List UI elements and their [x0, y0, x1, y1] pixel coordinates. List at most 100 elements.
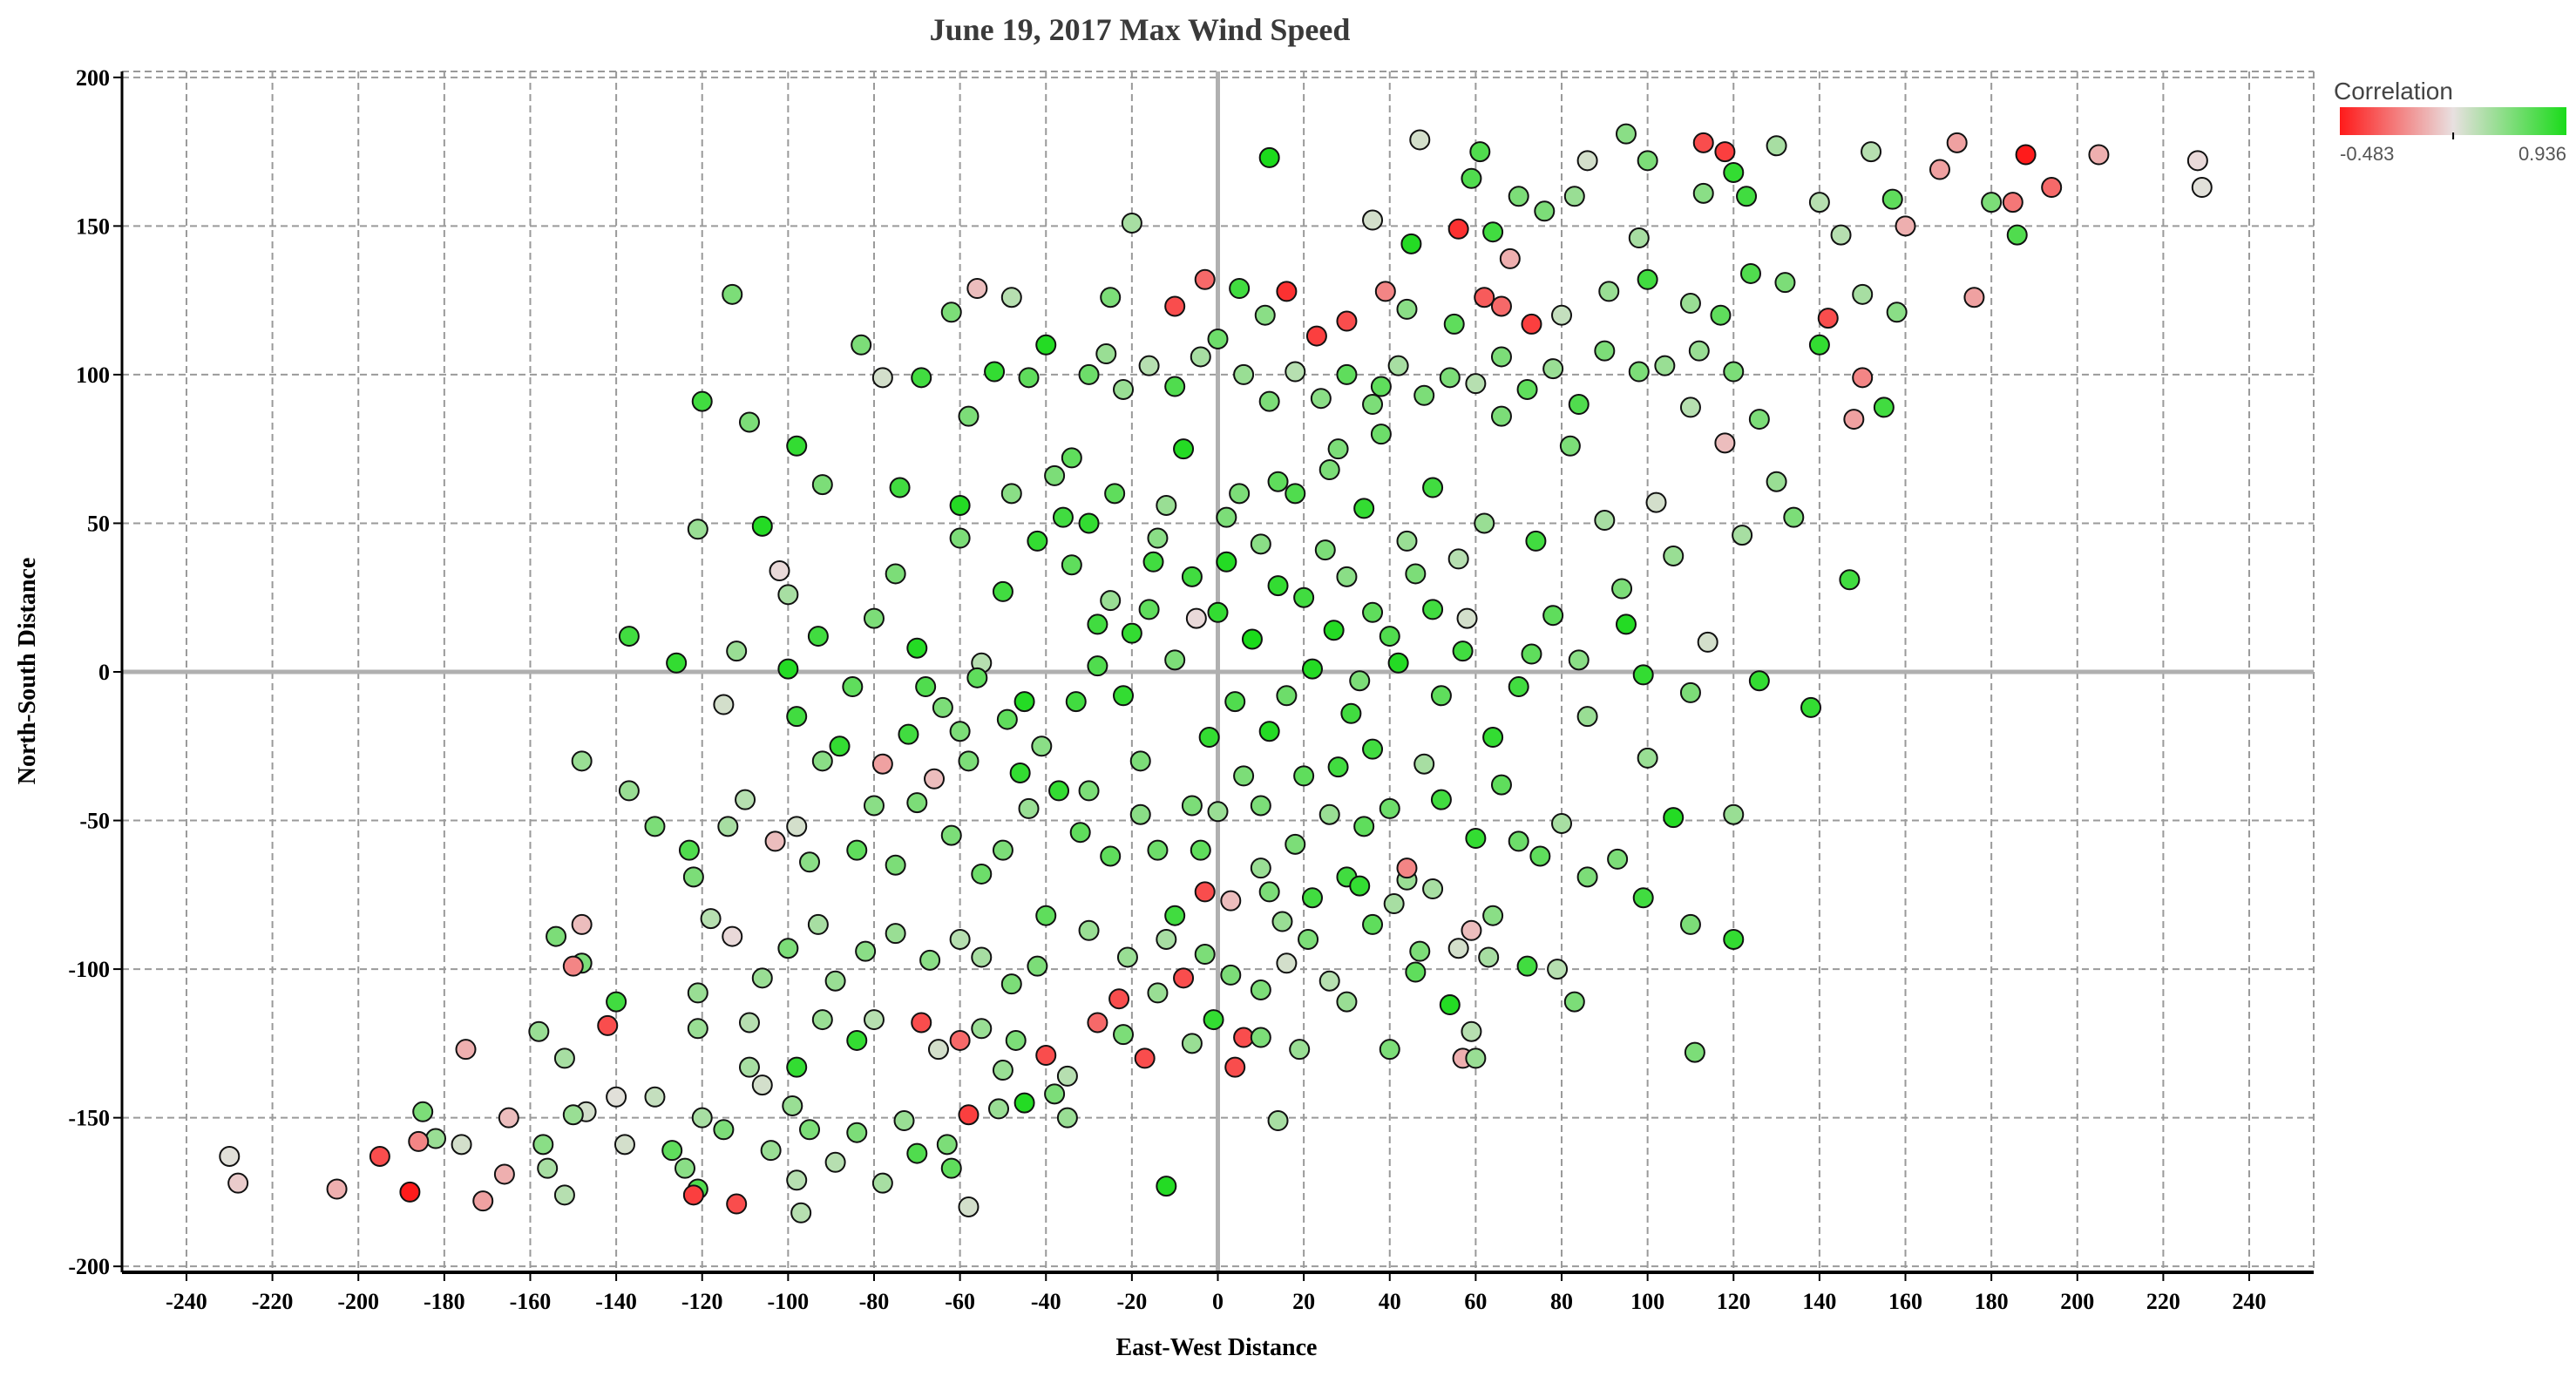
data-point: [1267, 1110, 1289, 1132]
data-point: [1018, 797, 1040, 819]
data-point: [1852, 367, 1874, 389]
data-point: [666, 652, 688, 674]
data-point: [571, 750, 593, 772]
data-point: [687, 1018, 708, 1040]
data-point: [713, 694, 735, 715]
data-point: [811, 1009, 833, 1031]
data-point: [1310, 388, 1332, 410]
data-point: [769, 560, 790, 582]
data-point: [851, 334, 872, 356]
x-tick-label: 120: [1717, 1289, 1751, 1314]
data-point: [1732, 525, 1753, 546]
data-point: [1216, 551, 1237, 573]
data-point: [1482, 221, 1504, 243]
data-point: [1723, 161, 1745, 183]
data-point: [227, 1172, 249, 1194]
data-point: [1881, 188, 1903, 210]
data-point: [1739, 262, 1761, 284]
x-tick-label: -100: [768, 1289, 810, 1314]
data-point: [932, 696, 953, 718]
data-point: [1100, 845, 1122, 867]
data-point: [1156, 1176, 1177, 1197]
data-point: [958, 1196, 980, 1217]
data-point: [399, 1181, 421, 1203]
data-point: [1035, 1045, 1057, 1067]
data-point: [1044, 464, 1066, 486]
data-point: [2186, 150, 2208, 172]
data-point: [553, 1047, 575, 1069]
data-point: [687, 519, 708, 540]
data-point: [528, 1020, 550, 1042]
data-point: [911, 1012, 932, 1034]
data-point: [992, 1060, 1013, 1081]
data-point: [1319, 803, 1340, 825]
data-point: [940, 302, 962, 323]
data-point: [1031, 735, 1053, 757]
data-point: [1173, 967, 1195, 989]
data-point: [1452, 641, 1474, 662]
x-tick-label: 80: [1550, 1289, 1573, 1314]
data-point: [1129, 750, 1151, 772]
data-point: [1568, 394, 1590, 416]
data-point: [971, 946, 993, 968]
data-point: [1229, 277, 1251, 299]
data-point: [1048, 780, 1070, 802]
data-point: [1233, 363, 1255, 385]
data-point: [1439, 994, 1461, 1016]
data-point: [1843, 409, 1865, 430]
data-point: [760, 1140, 782, 1162]
data-point: [722, 925, 743, 947]
data-point: [1714, 141, 1736, 163]
data-point: [1628, 361, 1650, 383]
data-point: [992, 839, 1013, 861]
data-point: [1568, 649, 1590, 671]
data-point: [1692, 182, 1714, 204]
data-point: [1508, 186, 1529, 207]
data-point: [1611, 578, 1633, 600]
data-point: [1637, 747, 1658, 769]
data-point: [1121, 622, 1142, 644]
data-point: [786, 1056, 808, 1078]
data-point: [1340, 702, 1362, 724]
data-point: [846, 1122, 868, 1143]
data-point: [949, 527, 971, 549]
data-point: [949, 928, 971, 950]
data-point: [1379, 1039, 1400, 1061]
data-point: [764, 830, 786, 852]
data-point: [1405, 563, 1427, 585]
data-point: [1663, 807, 1685, 829]
data-point: [1529, 845, 1551, 867]
data-point: [829, 735, 851, 757]
x-tick-label: 20: [1292, 1289, 1315, 1314]
data-point: [1056, 1107, 1078, 1129]
data-point: [1679, 913, 1701, 935]
data-point: [1374, 281, 1396, 302]
data-point: [1688, 340, 1710, 362]
data-point: [1327, 756, 1349, 778]
data-point: [1276, 685, 1298, 707]
data-point: [2015, 144, 2037, 166]
data-point: [1013, 691, 1035, 713]
x-tick-label: -80: [859, 1289, 890, 1314]
data-point: [915, 676, 937, 698]
data-point: [722, 283, 743, 305]
data-point: [1413, 753, 1435, 775]
data-point: [988, 1098, 1009, 1120]
colorbar-max-label: 0.936: [2518, 143, 2566, 165]
data-point: [1147, 982, 1169, 1004]
data-point: [1233, 1027, 1255, 1048]
data-point: [661, 1140, 683, 1162]
data-point: [1422, 599, 1444, 620]
data-point: [1482, 905, 1504, 926]
data-point: [1267, 575, 1289, 597]
data-point: [562, 1104, 584, 1126]
data-point: [644, 1086, 666, 1108]
data-point: [1164, 295, 1186, 317]
data-point: [1783, 506, 1805, 528]
data-point: [1229, 483, 1251, 505]
data-point: [811, 750, 833, 772]
data-point: [1430, 685, 1452, 707]
data-point: [1224, 1056, 1246, 1078]
data-point: [1679, 681, 1701, 703]
y-tick-label: -150: [68, 1106, 110, 1131]
